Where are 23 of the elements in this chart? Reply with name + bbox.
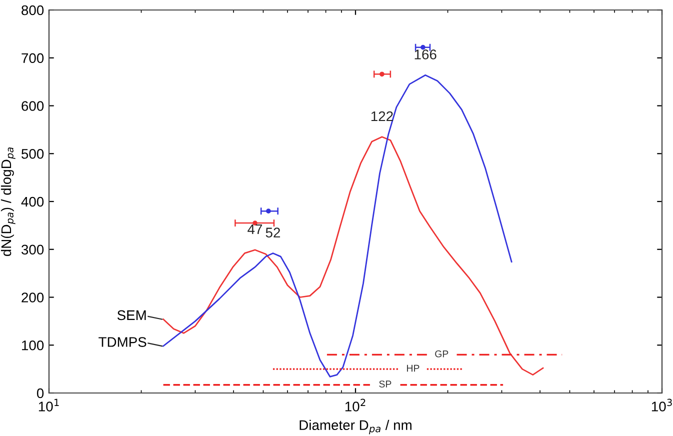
y-tick-label: 100: [22, 340, 44, 350]
x-tick-label: 10$^{3}$: [652, 398, 672, 412]
x-tick-label: 10$^{2}$: [345, 398, 366, 412]
y-tick-label: 400: [21, 196, 44, 207]
y-tick-label: 300: [22, 244, 44, 255]
y-tick-label: 800: [22, 5, 44, 16]
annotation: 122: [371, 111, 393, 122]
y-axis-title: dN(D$_{pa}$) / dlogD$_{pa}$: [0, 147, 16, 256]
x-tick-label: 10$^{1}$: [38, 398, 59, 412]
y-tick-label: 200: [22, 292, 44, 302]
series-label: TDMPS: [98, 337, 146, 347]
annotation: 47: [248, 224, 262, 234]
y-tick-label: 0: [36, 388, 44, 398]
series-label: HP: [407, 364, 420, 372]
annotation: 52: [266, 228, 280, 238]
y-tick-label: 600: [22, 101, 44, 111]
series-label: GP: [435, 350, 448, 358]
series-label: SP: [379, 380, 392, 388]
y-tick-label: 700: [22, 53, 44, 64]
x-axis-title: Diameter D$_{pa}$ / nm: [300, 420, 412, 434]
annotation: 166: [414, 50, 436, 60]
y-tick-label: 500: [22, 148, 44, 159]
series-label: SEM: [117, 310, 146, 320]
